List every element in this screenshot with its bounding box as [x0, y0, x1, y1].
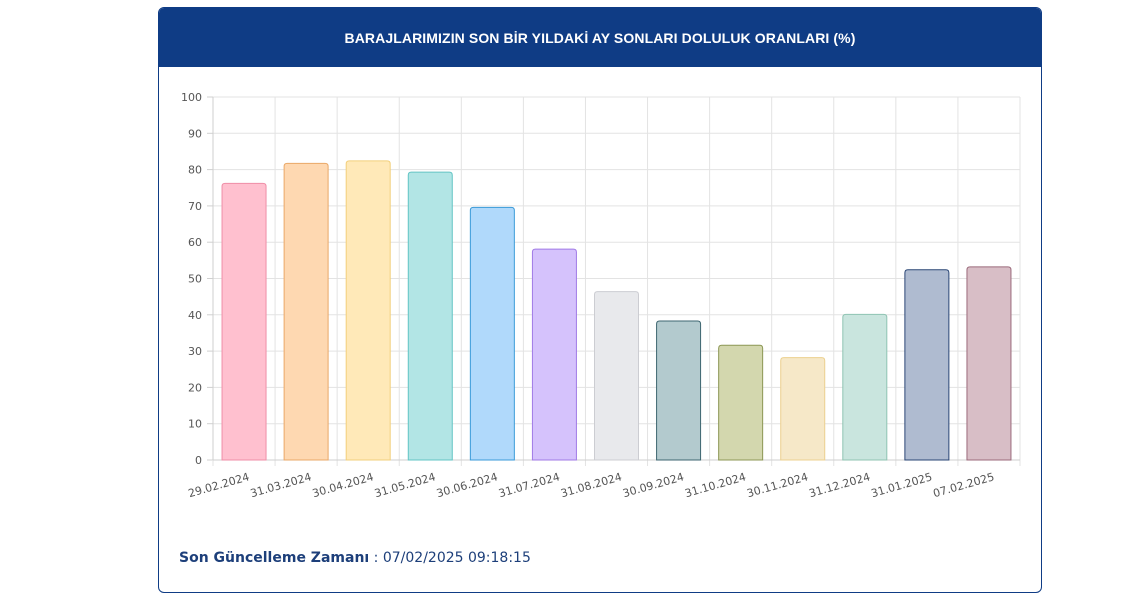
last-updated-separator: : — [369, 550, 383, 566]
x-tick-label: 29.02.2024 — [187, 470, 251, 500]
y-tick-label: 0 — [195, 454, 202, 467]
bar — [283, 162, 329, 461]
y-tick-label: 10 — [188, 418, 202, 431]
last-updated: Son Güncelleme Zamanı : 07/02/2025 09:18… — [179, 550, 531, 566]
bar — [780, 357, 826, 461]
last-updated-value: 07/02/2025 09:18:15 — [382, 550, 531, 566]
x-tick-label: 31.10.2024 — [683, 470, 747, 500]
bar — [407, 171, 453, 461]
y-tick-label: 70 — [188, 200, 202, 213]
x-tick-label: 31.07.2024 — [497, 470, 561, 500]
bar — [469, 206, 515, 461]
bar — [842, 313, 888, 461]
y-tick-label: 60 — [188, 236, 202, 249]
y-tick-label: 80 — [188, 164, 202, 177]
y-tick-label: 100 — [181, 91, 202, 104]
x-tick-label: 30.11.2024 — [745, 470, 809, 500]
x-tick-label: 31.03.2024 — [249, 470, 313, 500]
x-tick-label: 31.08.2024 — [559, 470, 623, 500]
y-tick-label: 20 — [188, 381, 202, 394]
x-tick-label: 30.04.2024 — [311, 470, 375, 500]
chart-title: BARAJLARIMIZIN SON BİR YILDAKİ AY SONLAR… — [344, 29, 856, 46]
y-tick-label: 30 — [188, 345, 202, 358]
bar — [656, 320, 702, 461]
bar — [531, 248, 577, 461]
bar — [221, 182, 267, 461]
bar — [594, 291, 639, 461]
card-header: BARAJLARIMIZIN SON BİR YILDAKİ AY SONLAR… — [159, 8, 1041, 67]
last-updated-label: Son Güncelleme Zamanı — [179, 550, 370, 566]
x-tick-label: 31.01.2025 — [870, 470, 934, 500]
x-tick-label: 07.02.2025 — [932, 470, 996, 500]
bar — [345, 160, 391, 461]
bar — [966, 266, 1012, 461]
y-tick-label: 40 — [188, 309, 202, 322]
x-tick-label: 30.09.2024 — [621, 470, 685, 500]
bar — [904, 269, 950, 461]
y-tick-label: 50 — [188, 273, 202, 286]
bar — [718, 344, 764, 461]
y-tick-label: 90 — [188, 127, 202, 140]
x-tick-label: 31.12.2024 — [808, 470, 872, 500]
x-tick-label: 31.05.2024 — [373, 470, 437, 500]
x-tick-label: 30.06.2024 — [435, 470, 499, 500]
